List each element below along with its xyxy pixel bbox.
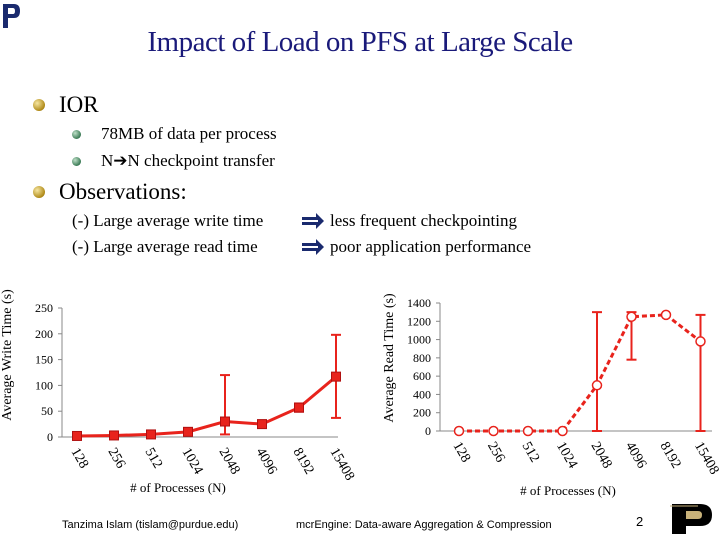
read-data-point	[522, 425, 534, 437]
read-x-tick-label: 512	[519, 440, 542, 466]
sub-bullet-data-text: 78MB of data per process	[101, 124, 277, 143]
sub-bullet-icon	[72, 129, 81, 139]
implies-arrow-icon	[302, 213, 324, 229]
write-data-point	[72, 430, 82, 441]
write-x-axis-label: # of Processes (N)	[130, 480, 226, 495]
write-data-point	[294, 402, 304, 413]
write-y-tick-label: 50	[41, 404, 53, 418]
write-x-tick-label: 4096	[253, 446, 280, 478]
read-y-tick-label: 600	[413, 369, 431, 383]
read-y-tick-label: 800	[413, 351, 431, 365]
read-y-tick-label: 200	[413, 406, 431, 420]
read-y-tick-label: 0	[425, 424, 431, 438]
bullet-observations: Observations:	[33, 179, 187, 205]
write-data-point	[331, 371, 341, 382]
read-y-tick-label: 1400	[407, 296, 431, 310]
read-x-tick-label: 2048	[588, 440, 615, 472]
read-data-point	[660, 309, 672, 321]
bullet-ior-text: IOR	[59, 92, 99, 117]
write-y-tick-label: 150	[35, 353, 53, 367]
read-x-tick-label: 128	[450, 440, 473, 466]
write-x-tick-label: 15408	[327, 446, 357, 484]
write-x-tick-label: 512	[142, 446, 165, 472]
bullet-observations-text: Observations:	[59, 179, 187, 204]
read-data-point	[626, 311, 637, 322]
read-x-axis-label: # of Processes (N)	[520, 483, 616, 498]
read-data-point	[557, 425, 568, 437]
bullet-ior: IOR	[33, 92, 99, 118]
write-x-tick-label: 256	[105, 446, 128, 472]
slide-title: Impact of Load on PFS at Large Scale	[147, 26, 573, 58]
write-y-tick-label: 250	[35, 301, 53, 315]
observation-read-left: (-) Large average read time	[72, 237, 258, 256]
read-data-point	[695, 336, 706, 347]
purdue-corner-logo-icon	[0, 0, 22, 34]
read-data-point	[591, 380, 603, 391]
write-data-point	[109, 430, 119, 441]
read-x-tick-label: 256	[484, 440, 507, 466]
read-data-point	[453, 425, 465, 437]
bullet-icon	[33, 186, 45, 198]
write-data-point	[183, 426, 193, 437]
read-x-tick-label: 8192	[657, 440, 684, 472]
write-x-tick-label: 128	[68, 446, 91, 472]
sub-bullet-transfer: N➔N checkpoint transfer	[72, 151, 275, 171]
read-y-tick-label: 1200	[407, 314, 431, 328]
sub-bullet-data: 78MB of data per process	[72, 124, 277, 144]
purdue-logo-icon	[670, 504, 712, 534]
write-y-axis-label: Average Write Time (s)	[0, 289, 15, 421]
write-data-point	[220, 416, 230, 427]
read-y-tick-label: 400	[413, 387, 431, 401]
sub-bullet-transfer-text: N➔N checkpoint transfer	[101, 151, 275, 170]
write-y-tick-label: 200	[35, 327, 53, 341]
write-y-tick-label: 0	[47, 430, 53, 444]
page-number: 2	[636, 514, 644, 529]
read-chart: 0 200 400 600 800 1000 1200 1400 128 256 512 1024 20…	[382, 293, 720, 498]
read-x-tick-label: 15408	[691, 440, 720, 478]
write-series-line	[76, 375, 337, 438]
footer-title: mcrEngine: Data-aware Aggregation & Comp…	[296, 519, 552, 531]
read-y-tick-label: 1000	[407, 333, 431, 347]
read-series-line	[459, 313, 702, 433]
read-x-tick-label: 4096	[622, 440, 649, 472]
implies-arrow-icon	[302, 239, 324, 255]
write-y-tick-label: 100	[35, 378, 53, 392]
footer-author: Tanzima Islam (tislam@purdue.edu)	[62, 519, 239, 531]
write-chart: 0 50 100 150 200 250 128 256 512 1024 2048 4096 8192…	[0, 289, 357, 495]
write-x-tick-label: 2048	[216, 446, 243, 478]
write-x-tick-label: 1024	[179, 446, 206, 478]
read-y-axis-label: Average Read Time (s)	[382, 293, 397, 423]
observation-write-left: (-) Large average write time	[72, 211, 264, 230]
sub-bullet-icon	[72, 156, 81, 166]
observation-write-right: less frequent checkpointing	[330, 211, 517, 230]
read-data-point	[488, 425, 499, 437]
write-data-point	[257, 419, 267, 430]
read-x-tick-label: 1024	[553, 440, 580, 472]
write-data-point	[146, 429, 156, 440]
write-x-tick-label: 8192	[290, 446, 317, 478]
observation-read-right: poor application performance	[330, 237, 532, 256]
bullet-icon	[33, 99, 45, 111]
